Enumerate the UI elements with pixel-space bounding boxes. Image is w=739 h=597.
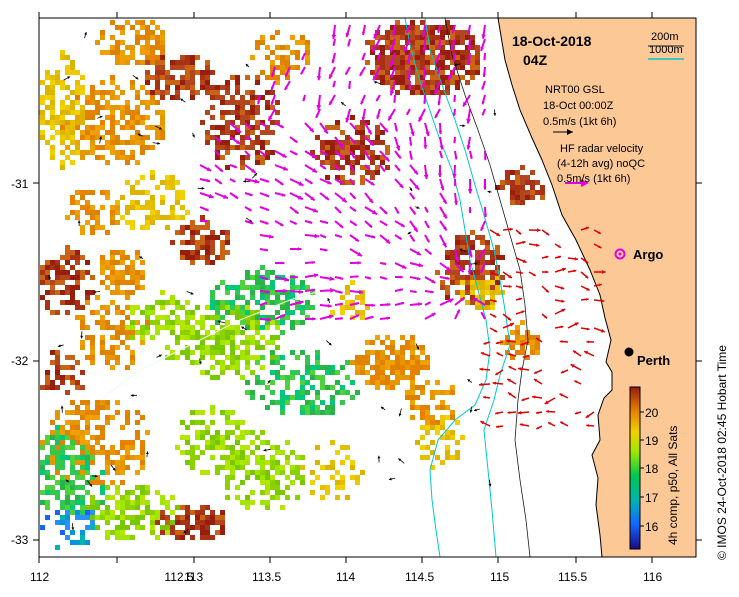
colorbar-tick-16: 16 <box>645 520 658 534</box>
perth-label: Perth <box>637 353 670 368</box>
x-tick-label-3: 113 <box>184 570 203 584</box>
legend-1000m-label: 1000m <box>649 44 683 56</box>
colorbar-title: 4h comp, p50, All Sats <box>666 426 680 545</box>
x-tick-label-7: 115 <box>490 570 509 584</box>
legend-200m-label: 200m <box>651 31 679 43</box>
x-tick-label-1: 112 <box>30 570 49 584</box>
imos-credit: © IMOS 24-Oct-2018 02:45 Hobart Time <box>715 345 729 560</box>
argo-label: Argo <box>633 247 663 262</box>
gsl-label-line1: NRT00 GSL <box>545 84 605 96</box>
gsl-label-line3: 0.5m/s (1kt 6h) <box>543 116 616 128</box>
gsl-label-line2: 18-Oct 00:00Z <box>543 100 613 112</box>
hf-label-line1: HF radar velocity <box>560 143 643 155</box>
colorbar-tick-18: 18 <box>645 462 658 476</box>
y-tick-label-3: -33 <box>11 533 28 547</box>
y-tick-label-1: -31 <box>11 177 28 191</box>
colorbar-tick-17: 17 <box>645 491 658 505</box>
x-tick-label-8: 115.5 <box>558 570 587 584</box>
colorbar-tick-19: 19 <box>645 434 658 448</box>
colorbar <box>630 387 640 549</box>
map-time-label: 04Z <box>523 52 547 68</box>
x-tick-label-4: 113.5 <box>252 570 281 584</box>
x-tick-label-5: 114 <box>336 570 355 584</box>
y-tick-label-2: -32 <box>11 354 28 368</box>
x-tick-label-6: 114.5 <box>405 570 434 584</box>
perth-marker[interactable] <box>625 348 634 357</box>
hf-label-line2: (4-12h avg) noQC <box>557 158 645 170</box>
x-tick-label-9: 116 <box>643 570 662 584</box>
map-date-label: 18-Oct-2018 <box>512 33 591 49</box>
hf-label-line3: 0.5m/s (1kt 6h) <box>557 173 630 185</box>
colorbar-tick-20: 20 <box>645 406 658 420</box>
